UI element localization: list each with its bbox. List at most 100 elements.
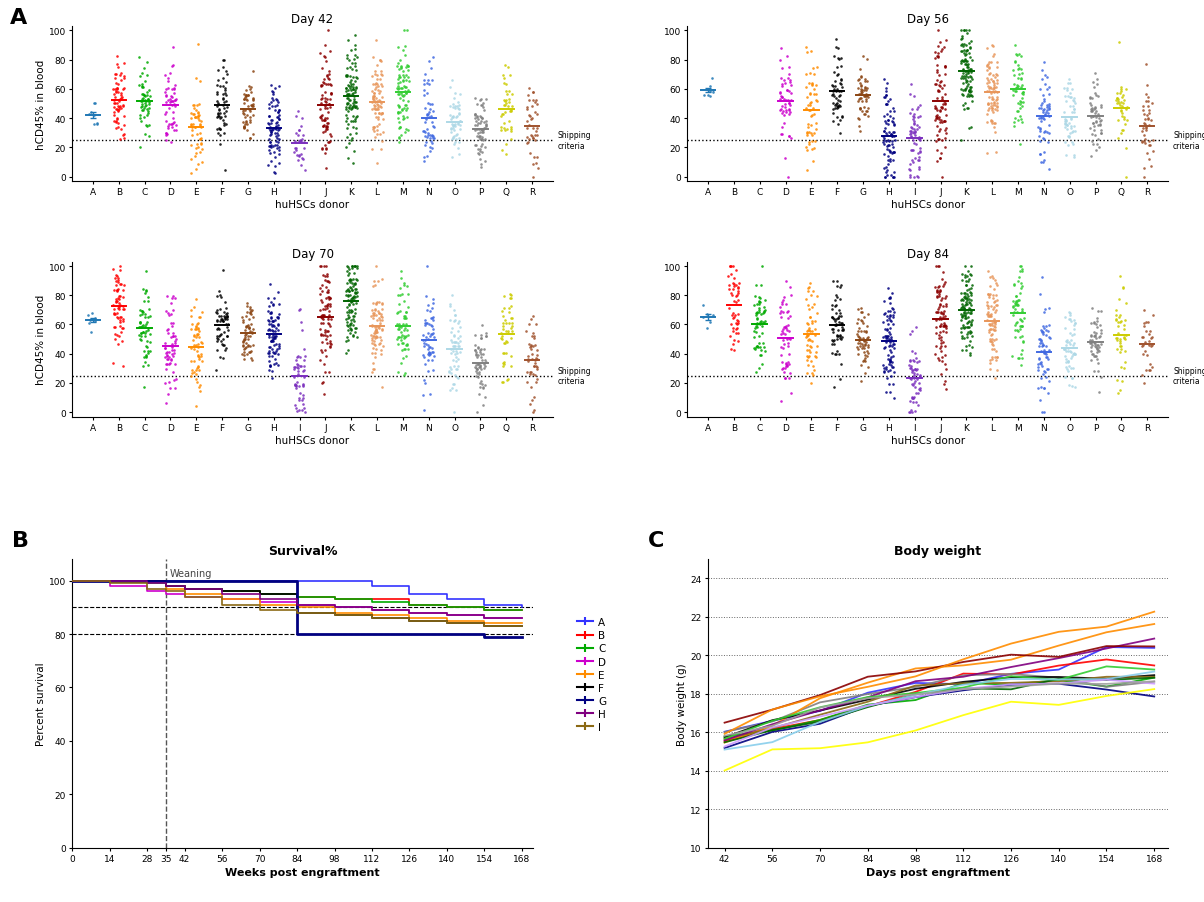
Point bbox=[878, 77, 897, 91]
Point bbox=[1110, 333, 1129, 347]
Point bbox=[1005, 38, 1025, 52]
Point bbox=[213, 337, 232, 352]
Point bbox=[447, 129, 466, 143]
Point bbox=[833, 324, 852, 338]
Point bbox=[135, 286, 154, 300]
Point bbox=[952, 344, 972, 358]
Point bbox=[828, 41, 848, 56]
Point bbox=[476, 133, 495, 147]
Point bbox=[137, 98, 157, 113]
Point bbox=[467, 364, 486, 379]
Point bbox=[775, 94, 795, 108]
Point bbox=[370, 306, 389, 320]
Point bbox=[388, 41, 407, 55]
Point bbox=[878, 318, 897, 332]
Point bbox=[259, 140, 278, 154]
Point bbox=[261, 114, 281, 128]
Point bbox=[443, 382, 462, 396]
Point bbox=[367, 296, 386, 310]
Point bbox=[414, 373, 433, 388]
Point bbox=[954, 318, 973, 333]
Point bbox=[954, 55, 973, 69]
Point bbox=[961, 326, 980, 340]
Point bbox=[364, 98, 383, 113]
Point bbox=[311, 111, 330, 125]
Point bbox=[365, 121, 384, 135]
Point bbox=[441, 343, 460, 357]
Point bbox=[1031, 148, 1050, 162]
Point bbox=[419, 346, 438, 361]
Point bbox=[801, 87, 820, 101]
Point bbox=[754, 316, 773, 330]
Point bbox=[423, 327, 442, 342]
Point bbox=[985, 103, 1004, 117]
Point bbox=[958, 315, 978, 329]
Point bbox=[371, 107, 390, 122]
Point bbox=[521, 342, 541, 356]
Point bbox=[1108, 332, 1127, 346]
Point bbox=[1111, 339, 1131, 354]
Point bbox=[961, 85, 980, 99]
Point bbox=[88, 116, 107, 131]
Point bbox=[1086, 106, 1105, 121]
Point bbox=[961, 41, 980, 56]
Point bbox=[338, 152, 358, 166]
Point bbox=[827, 329, 846, 344]
Point bbox=[370, 100, 389, 115]
Point bbox=[213, 54, 232, 69]
Point bbox=[496, 85, 515, 99]
Point bbox=[1033, 104, 1052, 118]
Point bbox=[346, 272, 365, 287]
Point bbox=[929, 103, 949, 117]
Point bbox=[521, 109, 541, 124]
Point bbox=[961, 88, 980, 103]
Point bbox=[799, 103, 819, 117]
Point bbox=[721, 343, 740, 357]
Point bbox=[858, 52, 878, 67]
Point bbox=[107, 279, 126, 293]
Point bbox=[414, 336, 433, 351]
Point bbox=[342, 305, 361, 319]
Point bbox=[1088, 339, 1108, 354]
Point bbox=[1029, 112, 1049, 126]
Point bbox=[138, 321, 158, 336]
Point bbox=[78, 308, 98, 322]
Point bbox=[470, 130, 489, 144]
Point bbox=[1013, 315, 1032, 329]
Point bbox=[874, 341, 893, 355]
Point bbox=[721, 318, 740, 332]
Point bbox=[980, 323, 999, 337]
Point bbox=[1137, 324, 1156, 338]
Point bbox=[267, 94, 287, 108]
Point bbox=[132, 304, 152, 318]
Point bbox=[161, 382, 181, 396]
Point bbox=[365, 89, 384, 104]
Point bbox=[445, 135, 465, 150]
X-axis label: Weeks post engraftment: Weeks post engraftment bbox=[225, 868, 379, 878]
Point bbox=[114, 119, 134, 133]
Point bbox=[449, 102, 468, 116]
Point bbox=[341, 76, 360, 90]
Point bbox=[726, 327, 745, 341]
Point bbox=[796, 101, 815, 115]
Point bbox=[268, 119, 288, 133]
Point bbox=[159, 118, 178, 133]
Point bbox=[366, 103, 385, 117]
Point bbox=[880, 134, 899, 149]
Point bbox=[1115, 318, 1134, 333]
Point bbox=[84, 97, 104, 112]
Point bbox=[982, 102, 1002, 116]
Point bbox=[960, 267, 979, 281]
Point bbox=[366, 320, 385, 335]
Point bbox=[1087, 311, 1106, 326]
Point bbox=[1132, 339, 1151, 354]
Point bbox=[1009, 294, 1028, 308]
Point bbox=[984, 289, 1003, 303]
Point bbox=[929, 326, 949, 340]
Point bbox=[260, 102, 279, 116]
Point bbox=[1011, 72, 1031, 87]
Point bbox=[320, 127, 340, 142]
Point bbox=[232, 347, 252, 362]
Point bbox=[875, 329, 895, 344]
Point bbox=[1112, 124, 1132, 138]
